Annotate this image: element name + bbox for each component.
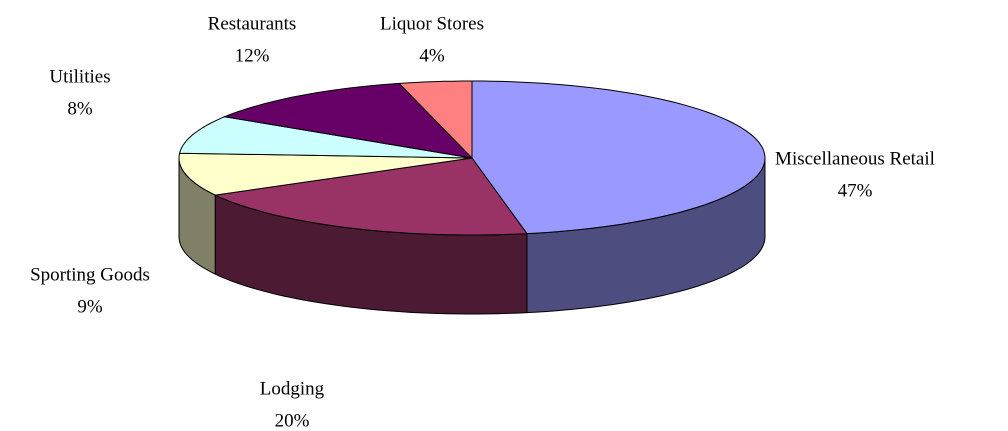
slice (471, 80, 766, 235)
slice (178, 116, 473, 159)
slice-value-label: 12% (235, 45, 270, 66)
slice (178, 152, 473, 196)
slice-label: Sporting Goods (30, 264, 150, 285)
slice-value-label: 8% (67, 98, 93, 119)
slice-label: Restaurants (208, 13, 297, 34)
slice-label: Lodging (260, 378, 325, 399)
slice-label: Utilities (49, 66, 110, 87)
slice-label: Liquor Stores (380, 13, 484, 34)
slice-value-label: 20% (275, 410, 310, 431)
slice-value-label: 47% (838, 180, 873, 201)
slice (397, 80, 473, 160)
slice-label: Miscellaneous Retail (775, 148, 935, 169)
slice-value-label: 4% (419, 45, 445, 66)
slice (213, 157, 528, 236)
slice-value-label: 9% (77, 296, 103, 317)
slice (222, 82, 474, 159)
